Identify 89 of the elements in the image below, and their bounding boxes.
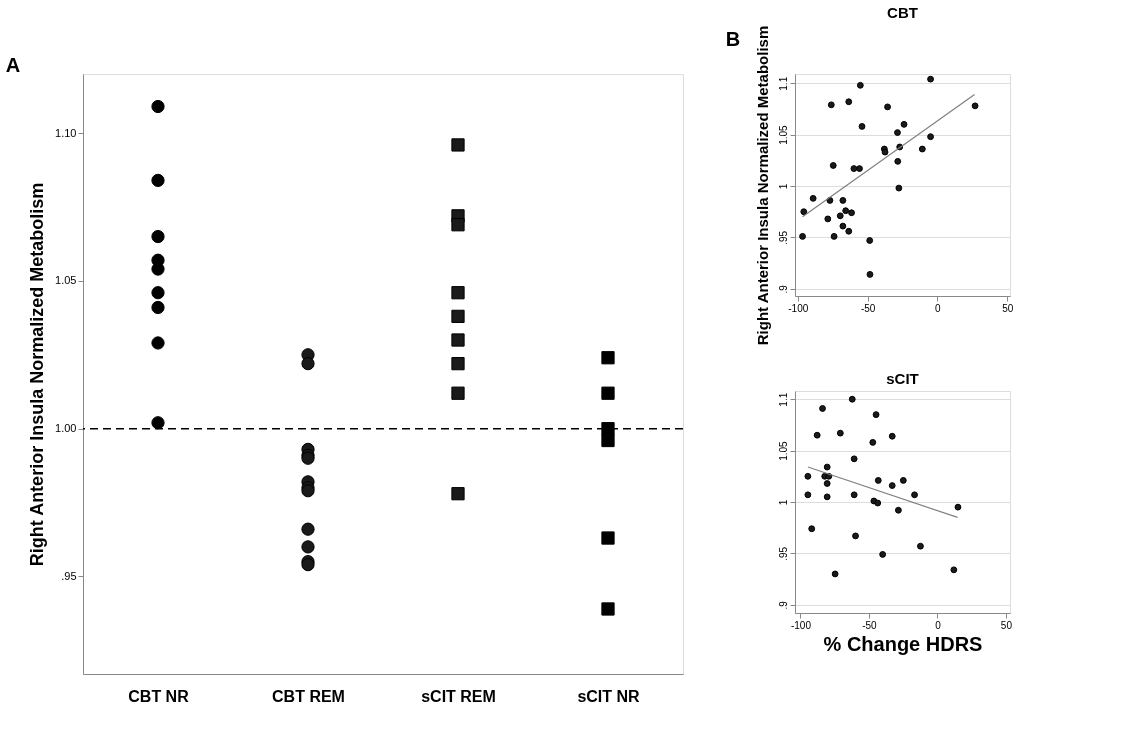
point bbox=[894, 506, 902, 514]
point bbox=[900, 120, 908, 128]
point bbox=[894, 157, 902, 165]
x-tick-label: -100 bbox=[790, 619, 812, 631]
point bbox=[856, 165, 863, 172]
point bbox=[831, 570, 839, 578]
y-tick-label: 1.1 bbox=[777, 76, 789, 91]
point bbox=[879, 551, 887, 558]
y-tick-label: 1.10 bbox=[55, 126, 77, 139]
point bbox=[848, 209, 855, 217]
x-tick-label: sCIT REM bbox=[421, 687, 496, 705]
y-tick-label: .9 bbox=[777, 600, 789, 610]
y-tick-label: .95 bbox=[61, 569, 77, 582]
point bbox=[824, 215, 832, 223]
x-tick-label: 0 bbox=[935, 619, 942, 631]
x-axis-title: % Change HDRS bbox=[823, 632, 983, 655]
point bbox=[856, 81, 864, 89]
point bbox=[830, 232, 838, 240]
y-tick-label: .9 bbox=[777, 284, 789, 294]
point bbox=[874, 499, 882, 507]
y-tick-label: 1.05 bbox=[55, 274, 77, 287]
text: A bbox=[5, 54, 21, 76]
x-tick-label: 0 bbox=[935, 302, 942, 314]
point bbox=[823, 463, 831, 471]
y-tick-label: 1.00 bbox=[55, 422, 77, 435]
point bbox=[954, 503, 962, 511]
point bbox=[899, 477, 907, 484]
x-tick-label: CBT NR bbox=[128, 687, 190, 705]
point bbox=[848, 395, 856, 403]
point bbox=[852, 532, 859, 540]
point bbox=[927, 75, 934, 83]
point bbox=[894, 129, 901, 136]
y-tick-label: 1.05 bbox=[777, 440, 789, 461]
y-tick-label: 1.05 bbox=[777, 124, 789, 145]
point bbox=[950, 566, 958, 574]
point bbox=[866, 237, 874, 244]
x-tick-label: CBT REM bbox=[272, 687, 345, 705]
point bbox=[839, 222, 847, 230]
point bbox=[917, 542, 924, 550]
point bbox=[842, 207, 850, 215]
point bbox=[804, 472, 812, 480]
point bbox=[819, 405, 826, 412]
x-tick-label: -50 bbox=[860, 302, 876, 314]
point bbox=[800, 208, 808, 216]
point bbox=[872, 411, 880, 419]
chart-title: sCIT bbox=[886, 370, 919, 387]
point bbox=[895, 184, 903, 192]
x-tick-label: 50 bbox=[1002, 302, 1014, 314]
point bbox=[888, 432, 896, 440]
point bbox=[836, 429, 844, 437]
point bbox=[888, 482, 896, 489]
y-tick-label: 1 bbox=[777, 499, 789, 506]
x-tick-label: -50 bbox=[862, 619, 878, 631]
chart-title: CBT bbox=[887, 3, 918, 21]
point bbox=[813, 431, 821, 439]
point bbox=[869, 438, 877, 446]
point bbox=[829, 162, 837, 169]
point bbox=[845, 98, 853, 106]
y-axis-title: Right Anterior Insula Normalized Metabolism bbox=[753, 25, 771, 346]
point bbox=[804, 491, 812, 499]
point bbox=[799, 232, 806, 240]
point bbox=[911, 491, 918, 499]
point bbox=[823, 493, 831, 501]
point bbox=[866, 271, 874, 278]
point bbox=[827, 101, 835, 109]
point bbox=[971, 102, 979, 110]
y-tick-label: 1 bbox=[777, 183, 789, 190]
y-tick-label: .95 bbox=[777, 546, 789, 561]
point bbox=[809, 194, 817, 202]
x-tick-label: 50 bbox=[1000, 619, 1013, 631]
text: B bbox=[725, 28, 741, 50]
point bbox=[850, 491, 858, 499]
point bbox=[927, 133, 934, 141]
point bbox=[858, 123, 866, 130]
point bbox=[808, 525, 816, 533]
x-tick-label: sCIT NR bbox=[577, 687, 641, 705]
y-axis-title: Right Anterior Insula Normalized Metabolism bbox=[27, 182, 48, 567]
point bbox=[823, 480, 831, 487]
point bbox=[874, 477, 882, 484]
point bbox=[836, 212, 844, 220]
point bbox=[850, 165, 858, 172]
point bbox=[839, 197, 847, 204]
x-tick-label: -100 bbox=[788, 302, 809, 314]
point bbox=[845, 227, 853, 235]
point bbox=[850, 455, 858, 463]
y-tick-label: 1.1 bbox=[777, 392, 789, 407]
y-tick-label: .95 bbox=[777, 230, 789, 245]
point bbox=[884, 103, 891, 111]
point bbox=[918, 145, 926, 153]
